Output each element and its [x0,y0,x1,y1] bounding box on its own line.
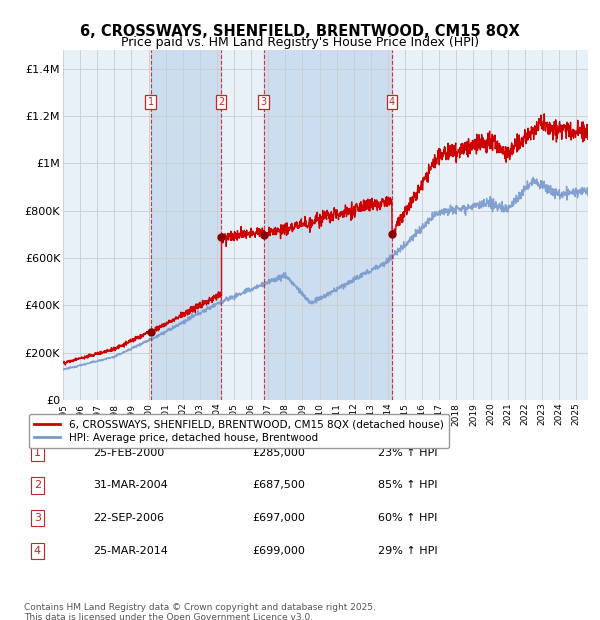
Bar [151,50,221,400]
Legend: 6, CROSSWAYS, SHENFIELD, BRENTWOOD, CM15 8QX (detached house), HPI: Average pric: 6, CROSSWAYS, SHENFIELD, BRENTWOOD, CM15… [29,414,449,448]
Text: £697,000: £697,000 [252,513,305,523]
Text: 3: 3 [34,513,41,523]
Text: 29% ↑ HPI: 29% ↑ HPI [378,546,437,556]
Text: 2: 2 [218,97,224,107]
Text: Price paid vs. HM Land Registry's House Price Index (HPI): Price paid vs. HM Land Registry's House … [121,36,479,49]
Text: 4: 4 [34,546,41,556]
Text: 25-MAR-2014: 25-MAR-2014 [93,546,168,556]
Bar [263,50,392,400]
Text: 6, CROSSWAYS, SHENFIELD, BRENTWOOD, CM15 8QX: 6, CROSSWAYS, SHENFIELD, BRENTWOOD, CM15… [80,24,520,38]
Text: 1: 1 [34,448,41,458]
Text: 1: 1 [148,97,154,107]
Text: 60% ↑ HPI: 60% ↑ HPI [378,513,437,523]
Text: 2: 2 [34,480,41,490]
Text: £687,500: £687,500 [252,480,305,490]
Text: 22-SEP-2006: 22-SEP-2006 [93,513,164,523]
Text: 31-MAR-2004: 31-MAR-2004 [93,480,168,490]
Text: £699,000: £699,000 [252,546,305,556]
Text: 23% ↑ HPI: 23% ↑ HPI [378,448,437,458]
Text: Contains HM Land Registry data © Crown copyright and database right 2025.
This d: Contains HM Land Registry data © Crown c… [24,603,376,620]
Text: 4: 4 [389,97,395,107]
Text: 3: 3 [260,97,266,107]
Text: 85% ↑ HPI: 85% ↑ HPI [378,480,437,490]
Text: 25-FEB-2000: 25-FEB-2000 [93,448,164,458]
Text: £285,000: £285,000 [252,448,305,458]
